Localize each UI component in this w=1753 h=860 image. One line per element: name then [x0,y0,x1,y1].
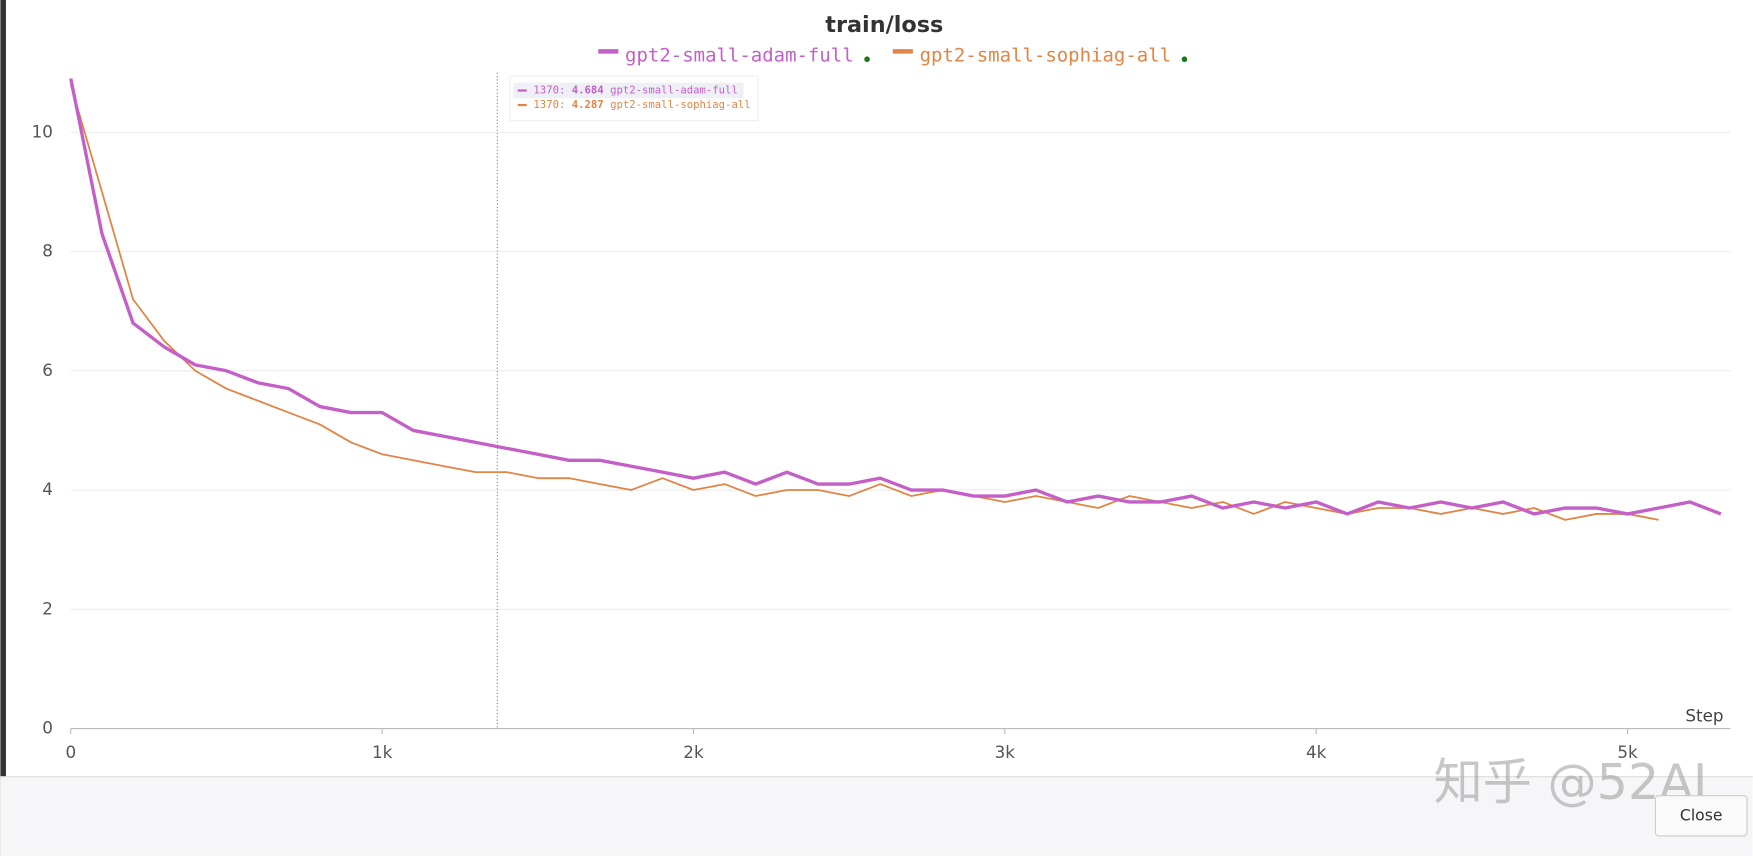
y-tick-label: 10 [32,121,53,141]
plot: 0 2 4 6 8 10 0 1k 2k 3k 4k 5k Step 1370: 4.684 gpt2-s… [32,72,1731,762]
tooltip-sep: : [559,98,572,111]
y-tick-label: 0 [42,718,53,738]
series-line [69,84,1659,521]
legend: gpt2-small-adam-full gpt2-small-sophiag-a… [598,44,1188,66]
y-tick-label: 2 [42,598,53,618]
x-tick-label: 3k [995,742,1016,762]
tooltip-sep: : [559,84,572,97]
y-tick-label: 8 [42,241,53,261]
tooltip-value: 4.287 [572,98,604,111]
tooltip-step: 1370 [533,98,559,111]
tooltip-row: 1370: 4.287 gpt2-small-sophiag-all [533,98,750,111]
legend-status-dot [864,56,870,63]
chart-title: train/loss [825,12,943,38]
backdrop-edge [0,0,6,856]
tooltip-highlight [513,82,744,99]
tooltip-series: gpt2-small-adam-full [610,84,738,97]
tooltip-series: gpt2-small-sophiag-all [610,98,751,111]
y-tick-label: 4 [42,479,53,499]
series-line [69,78,1722,516]
tooltip-step: 1370 [533,84,559,97]
x-tick-label: 2k [683,742,704,762]
legend-label: gpt2-small-sophiag-all [920,44,1171,66]
legend-label: gpt2-small-adam-full [625,44,854,66]
legend-status-dot [1181,56,1188,63]
close-button[interactable] [1654,795,1748,837]
x-tick-label: 4k [1306,742,1327,762]
tooltip-row: 1370: 4.684 gpt2-small-adam-full [533,84,737,97]
tooltip-value: 4.684 [572,84,604,97]
x-tick-label: 0 [65,742,76,762]
x-axis-label: Step [1685,705,1723,725]
x-tick-label: 1k [372,742,393,762]
y-tick-label: 6 [42,360,53,380]
x-tick-label: 5k [1617,742,1638,762]
footer [0,776,1753,856]
close-button-label[interactable]: Close [1680,805,1723,824]
